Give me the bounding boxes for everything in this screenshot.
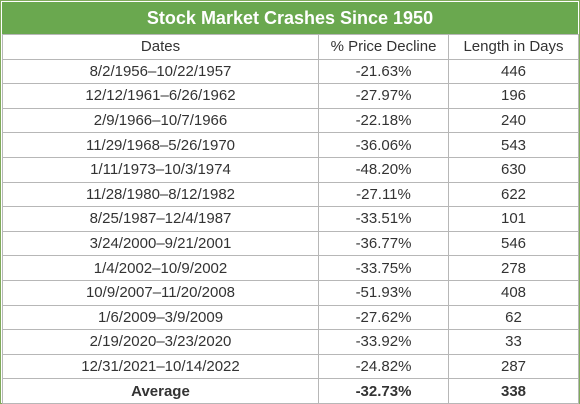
dates-cell: 1/11/1973–10/3/1974 [2, 156, 319, 183]
column-header-length-days: Length in Days [448, 34, 579, 60]
length-days-cell: 240 [448, 107, 579, 134]
dates-cell: 11/29/1968–5/26/1970 [2, 132, 319, 158]
dates-cell: 1/4/2002–10/9/2002 [2, 255, 319, 281]
price-decline-cell: -51.93% [318, 279, 449, 306]
dates-cell: 8/2/1956–10/22/1957 [2, 58, 319, 85]
dates-cell: 11/28/1980–8/12/1982 [2, 181, 319, 208]
price-decline-cell: -36.77% [318, 230, 449, 257]
price-decline-cell: -33.75% [318, 255, 449, 281]
dates-cell: 12/31/2021–10/14/2022 [2, 353, 319, 380]
table-row: 8/25/1987–12/4/1987 -33.51% 101 [2, 206, 579, 232]
length-days-cell: 62 [448, 304, 579, 331]
price-decline-cell: -33.92% [318, 329, 449, 355]
dates-cell: 2/19/2020–3/23/2020 [2, 329, 319, 355]
length-days-cell: 622 [448, 181, 579, 208]
price-decline-cell: -27.11% [318, 181, 449, 208]
table-row: 11/29/1968–5/26/1970 -36.06% 543 [2, 132, 579, 158]
length-days-cell: 408 [448, 279, 579, 306]
table-body: 8/2/1956–10/22/1957 -21.63% 446 12/12/1961–… [2, 58, 579, 404]
crash-table: Dates % Price Decline Length in Days 8/2… [2, 34, 579, 404]
price-decline-cell: -36.06% [318, 132, 449, 158]
average-price-decline-cell: -32.73% [318, 378, 449, 404]
table-row: 1/11/1973–10/3/1974 -48.20% 630 [2, 156, 579, 183]
table-row: 8/2/1956–10/22/1957 -21.63% 446 [2, 58, 579, 85]
table-row: 3/24/2000–9/21/2001 -36.77% 546 [2, 230, 579, 257]
price-decline-cell: -24.82% [318, 353, 449, 380]
length-days-cell: 446 [448, 58, 579, 85]
price-decline-cell: -27.97% [318, 83, 449, 109]
price-decline-cell: -48.20% [318, 156, 449, 183]
dates-cell: 8/25/1987–12/4/1987 [2, 206, 319, 232]
average-length-days-cell: 338 [448, 378, 579, 404]
header-row: Dates % Price Decline Length in Days [2, 34, 579, 60]
table-title: Stock Market Crashes Since 1950 [2, 2, 578, 34]
column-header-price-decline: % Price Decline [318, 34, 449, 60]
length-days-cell: 33 [448, 329, 579, 355]
length-days-cell: 287 [448, 353, 579, 380]
length-days-cell: 278 [448, 255, 579, 281]
table-row: 12/12/1961–6/26/1962 -27.97% 196 [2, 83, 579, 109]
average-row: Average -32.73% 338 [2, 378, 579, 404]
dates-cell: 2/9/1966–10/7/1966 [2, 107, 319, 134]
dates-cell: 3/24/2000–9/21/2001 [2, 230, 319, 257]
column-header-dates: Dates [2, 34, 319, 60]
table-row: 2/19/2020–3/23/2020 -33.92% 33 [2, 329, 579, 355]
length-days-cell: 546 [448, 230, 579, 257]
length-days-cell: 196 [448, 83, 579, 109]
dates-cell: 12/12/1961–6/26/1962 [2, 83, 319, 109]
dates-cell: 1/6/2009–3/9/2009 [2, 304, 319, 331]
price-decline-cell: -22.18% [318, 107, 449, 134]
average-label-cell: Average [2, 378, 319, 404]
length-days-cell: 630 [448, 156, 579, 183]
table-row: 2/9/1966–10/7/1966 -22.18% 240 [2, 107, 579, 134]
length-days-cell: 101 [448, 206, 579, 232]
table-row: 12/31/2021–10/14/2022 -24.82% 287 [2, 353, 579, 380]
table-row: 10/9/2007–11/20/2008 -51.93% 408 [2, 279, 579, 306]
price-decline-cell: -21.63% [318, 58, 449, 85]
price-decline-cell: -27.62% [318, 304, 449, 331]
table-row: 1/6/2009–3/9/2009 -27.62% 62 [2, 304, 579, 331]
price-decline-cell: -33.51% [318, 206, 449, 232]
dates-cell: 10/9/2007–11/20/2008 [2, 279, 319, 306]
table-row: 11/28/1980–8/12/1982 -27.11% 622 [2, 181, 579, 208]
length-days-cell: 543 [448, 132, 579, 158]
table-row: 1/4/2002–10/9/2002 -33.75% 278 [2, 255, 579, 281]
